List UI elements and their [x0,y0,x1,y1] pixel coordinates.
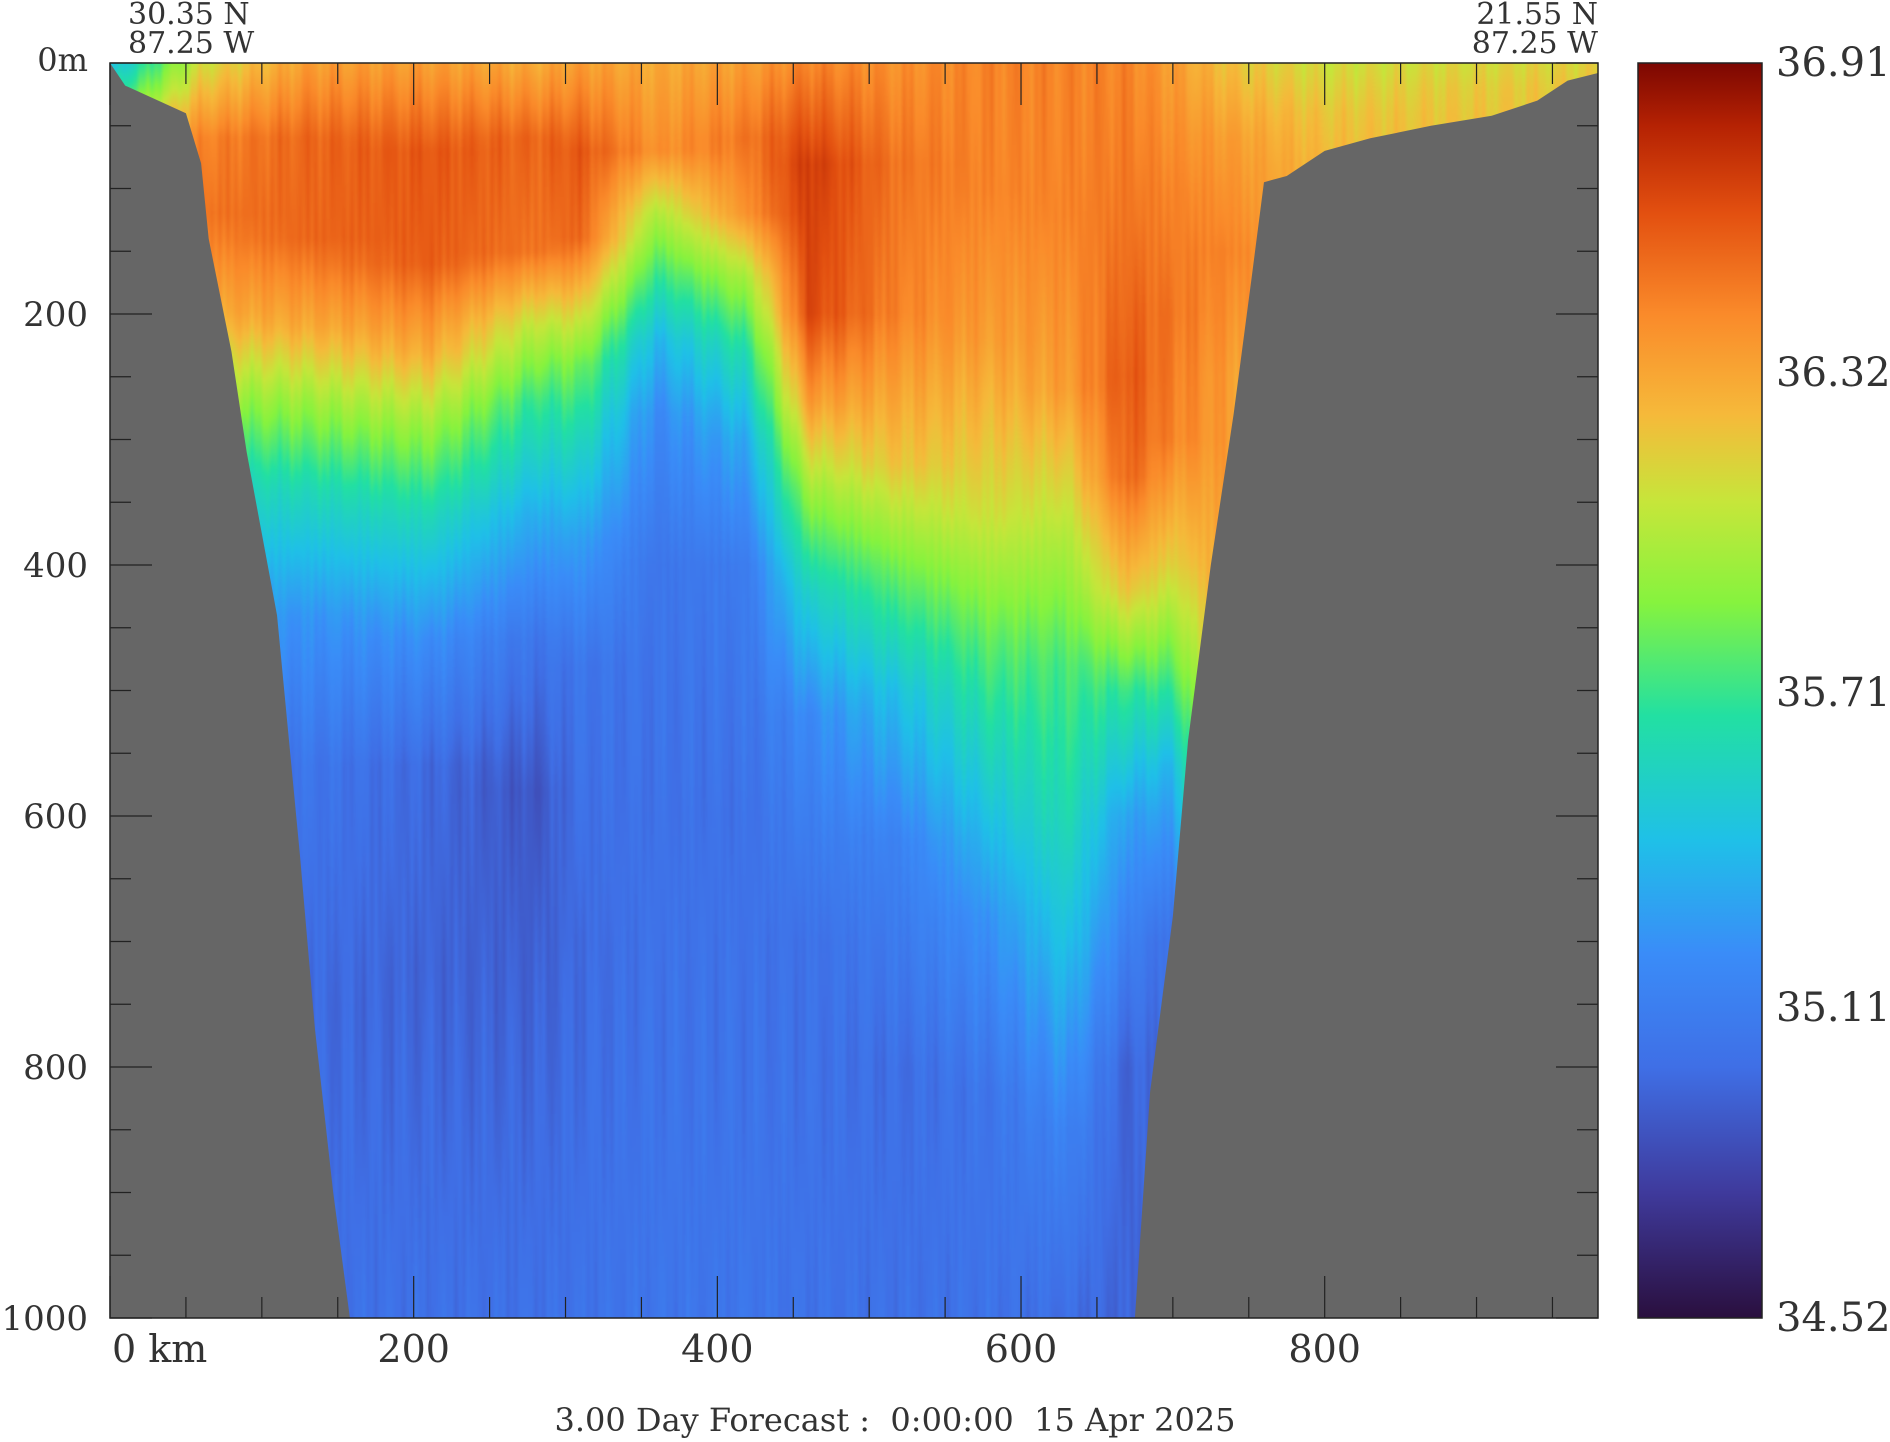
x-axis-ticks: 0 km 200 400 600 800 [109,63,1554,1371]
x-tick-label: 600 [985,1327,1058,1371]
y-tick-label: 400 [23,546,88,586]
x-tick-label: 0 km [112,1327,207,1371]
x-tick-label: 200 [377,1327,450,1371]
colorbar-tick-label: 34.52 [1776,1295,1890,1341]
colorbar-tick-label: 36.32 [1776,350,1890,396]
y-tick-label: 0m [37,41,88,79]
forecast-footer: 3.00 Day Forecast : 0:00:00 15 Apr 2025 [554,1401,1235,1439]
end-lon-label: 87.25 W [1472,26,1598,61]
colorbar-tick-label: 35.11 [1776,985,1890,1031]
x-tick-label: 400 [681,1327,754,1371]
y-tick-label: 1000 [1,1299,88,1339]
colorbar-tick-labels: 36.91 36.32 35.71 35.11 34.52 [1776,40,1890,1341]
y-tick-label: 600 [23,797,88,837]
end-lat-label: 21.55 N [1476,0,1598,32]
y-tick-label: 800 [23,1048,88,1088]
y-tick-label: 200 [23,295,88,335]
start-lat-label: 30.35 N [128,0,250,32]
colorbar [1637,62,1763,1319]
colorbar-tick-label: 35.71 [1776,670,1890,716]
start-lon-label: 87.25 W [128,26,254,61]
x-tick-label: 800 [1288,1327,1361,1371]
seafloor-land-mask [110,63,1598,1318]
y-axis-ticks: 0m 200 400 600 800 1000 [1,41,1598,1339]
colorbar-tick-label: 36.91 [1776,40,1890,86]
